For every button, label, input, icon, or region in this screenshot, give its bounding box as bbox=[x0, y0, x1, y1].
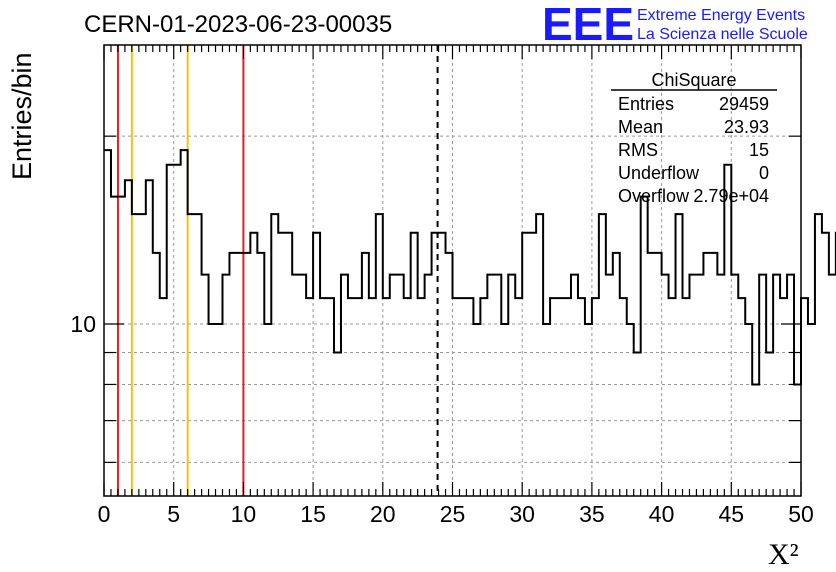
stats-value: 23.93 bbox=[724, 117, 769, 137]
stats-value: 2.79e+04 bbox=[693, 186, 769, 206]
stats-box: ChiSquare Entries 29459 Mean 23.93 RMS 15 Unde… bbox=[611, 70, 777, 206]
x-tick-label: 40 bbox=[649, 501, 675, 527]
grid-lines bbox=[104, 45, 801, 496]
chart-title: CERN-01-2023-06-23-00035 bbox=[84, 11, 392, 38]
marker-lines bbox=[116, 45, 439, 496]
x-tick-label: 25 bbox=[440, 501, 466, 527]
stats-label: Mean bbox=[618, 117, 663, 137]
x-tick-label: 45 bbox=[719, 501, 745, 527]
x-tick-label: 10 bbox=[231, 501, 257, 527]
x-axis-label: X² bbox=[768, 538, 799, 571]
stats-rows: Entries 29459 Mean 23.93 RMS 15 Underflow 0 Over… bbox=[618, 94, 769, 206]
stats-label: Entries bbox=[618, 94, 674, 114]
stats-label: Overflow bbox=[618, 186, 690, 206]
y-axis-label: Entries/bin bbox=[7, 52, 37, 180]
stats-value: 0 bbox=[759, 163, 769, 183]
x-tick-label: 30 bbox=[509, 501, 535, 527]
stats-label: RMS bbox=[618, 140, 658, 160]
histogram-series bbox=[104, 149, 836, 386]
stats-label: Underflow bbox=[618, 163, 700, 183]
histogram-step-line bbox=[104, 149, 836, 386]
plot-frame bbox=[103, 44, 802, 497]
x-tick-label: 0 bbox=[98, 501, 111, 527]
logo-line-2: La Scienza nelle Scuole bbox=[637, 26, 808, 43]
x-tick-label: 50 bbox=[788, 501, 814, 527]
x-tick-label: 20 bbox=[370, 501, 396, 527]
stats-value: 29459 bbox=[719, 94, 769, 114]
axis-ticks: 0 5 10 15 20 25 30 35 40 45 50 10 bbox=[70, 45, 814, 527]
logo-mark: EEE bbox=[542, 0, 634, 50]
x-tick-label: 15 bbox=[300, 501, 326, 527]
stats-box-name: ChiSquare bbox=[651, 70, 736, 90]
stats-value: 15 bbox=[749, 140, 769, 160]
x-tick-label: 35 bbox=[579, 501, 605, 527]
logo-line-1: Extreme Energy Events bbox=[637, 7, 805, 24]
x-tick-label: 5 bbox=[167, 501, 180, 527]
logo: EEE Extreme Energy Events La Scienza nel… bbox=[542, 0, 808, 50]
y-tick-label: 10 bbox=[70, 311, 96, 337]
